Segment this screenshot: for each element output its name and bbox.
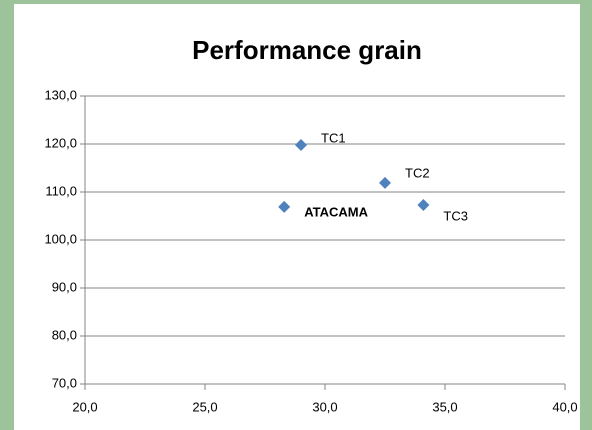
scatter-point [295,138,307,151]
x-tick-label: 20,0 [72,399,97,414]
y-tick-label: 70,0 [52,375,77,390]
x-tick-label: 30,0 [312,399,337,414]
x-tick-label: 25,0 [192,399,217,414]
y-tick-label: 130,0 [44,87,77,102]
scatter-point [417,198,430,211]
y-tick-label: 120,0 [44,135,77,150]
y-tick-label: 110,0 [45,183,77,198]
chart-title: Performance grain [192,35,422,65]
point-label: TC1 [321,130,346,145]
y-tick-label: 100,0 [44,231,77,246]
y-tick-label: 90,0 [52,279,77,294]
x-tick-label: 40,0 [552,399,577,414]
point-label: TC3 [443,208,468,223]
scatter-point [379,176,391,189]
x-tick-label: 35,0 [432,399,457,414]
point-label: TC2 [405,165,430,180]
chart-panel [14,4,580,430]
point-label: ATACAMA [304,204,368,219]
y-tick-label: 80,0 [52,327,77,342]
scatter-point [278,200,291,213]
